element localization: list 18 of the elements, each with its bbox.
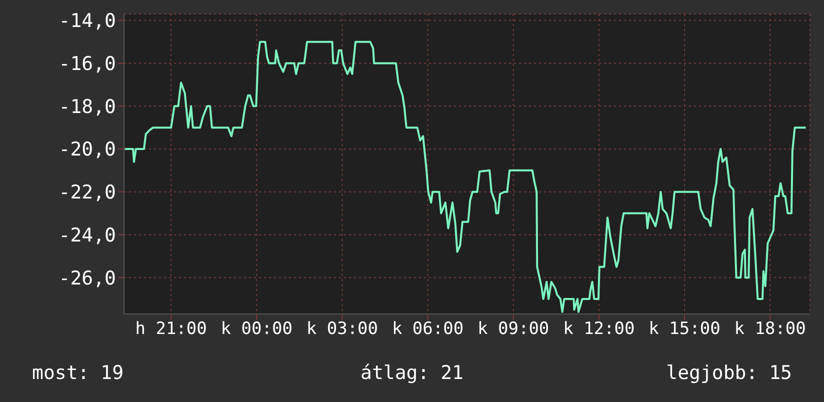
x-tick-label: k 00:00	[220, 319, 292, 340]
x-tick-label: k 12:00	[563, 319, 635, 340]
y-tick-label: -22,0	[58, 182, 116, 204]
text: átlag: 21	[360, 362, 464, 384]
x-tick-label: k 06:00	[392, 319, 464, 340]
x-tick-label: h 21:00	[135, 319, 207, 340]
x-tick-label: k 03:00	[306, 319, 378, 340]
y-tick-label: -26,0	[58, 267, 116, 290]
text: most: 19	[32, 362, 125, 384]
y-tick-label: -16,0	[58, 53, 116, 76]
x-tick-label: k 18:00	[734, 319, 806, 340]
y-tick-label: -18,0	[58, 96, 116, 118]
text: legjobb: 15	[665, 362, 792, 384]
x-tick-label: k 15:00	[648, 319, 720, 340]
y-tick-label: -24,0	[58, 224, 116, 246]
x-tick-label: k 09:00	[478, 319, 550, 340]
y-tick-label: -14,0	[58, 10, 116, 32]
y-tick-label: -20,0	[58, 138, 116, 161]
